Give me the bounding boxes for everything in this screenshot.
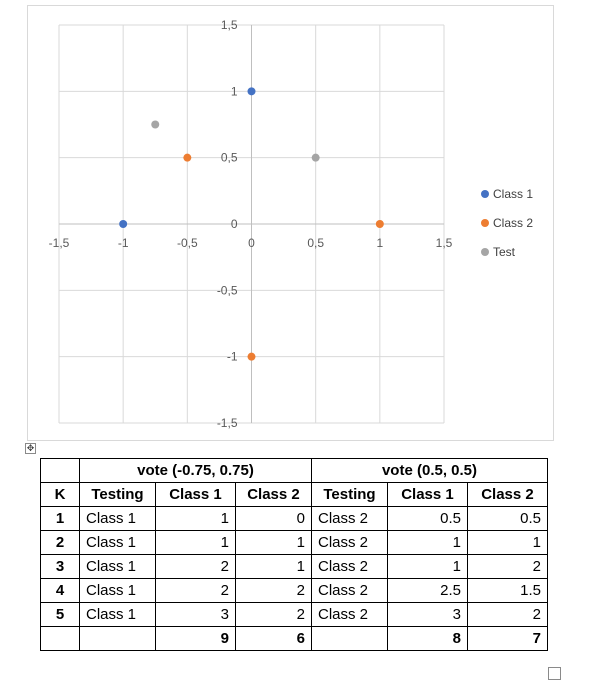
y-tick-label: 1,5 bbox=[221, 18, 238, 32]
y-tick-label: -0,5 bbox=[217, 283, 238, 297]
table-cell-empty[interactable] bbox=[40, 626, 80, 651]
x-tick-label: -0,5 bbox=[177, 236, 198, 250]
table-cell[interactable]: 0.5 bbox=[467, 506, 548, 531]
x-tick-label: 1 bbox=[376, 236, 383, 250]
legend-label: Class 2 bbox=[493, 216, 533, 230]
column-header-k[interactable]: K bbox=[40, 482, 80, 507]
legend-marker bbox=[481, 248, 489, 256]
table-cell[interactable]: Class 1 bbox=[79, 578, 156, 603]
data-point bbox=[375, 220, 384, 228]
table-cell[interactable]: 1 bbox=[155, 506, 236, 531]
table-resize-handle[interactable] bbox=[548, 667, 561, 680]
table-cell[interactable]: 1 bbox=[467, 530, 548, 555]
x-tick-label: -1 bbox=[118, 236, 129, 250]
legend-label: Class 1 bbox=[493, 187, 533, 201]
y-tick-label: 0 bbox=[231, 217, 238, 231]
table-row: 4 Class 1 2 2 Class 2 2.5 1.5 bbox=[40, 578, 548, 603]
x-tick-label: 0 bbox=[248, 236, 255, 250]
x-tick-label: -1,5 bbox=[49, 236, 70, 250]
data-point bbox=[247, 352, 256, 361]
table-cell[interactable]: Class 2 bbox=[311, 530, 388, 555]
column-header-testing-1[interactable]: Testing bbox=[79, 482, 156, 507]
table-cell-k[interactable]: 4 bbox=[40, 578, 80, 603]
table-cell[interactable]: Class 2 bbox=[311, 602, 388, 627]
y-tick-label: -1 bbox=[227, 350, 238, 364]
table-cell[interactable]: Class 2 bbox=[311, 554, 388, 579]
data-point bbox=[119, 220, 128, 228]
legend-marker bbox=[481, 190, 489, 198]
table-cell[interactable]: 2 bbox=[467, 554, 548, 579]
table-cell[interactable]: Class 2 bbox=[311, 578, 388, 603]
table-cell[interactable]: 1.5 bbox=[467, 578, 548, 603]
column-header-class2-1[interactable]: Class 2 bbox=[235, 482, 312, 507]
data-point bbox=[311, 153, 320, 162]
total-class1-test2[interactable]: 8 bbox=[387, 626, 468, 651]
y-tick-label: 0,5 bbox=[221, 151, 238, 165]
table-cell[interactable]: 1 bbox=[155, 530, 236, 555]
table-row: 5 Class 1 3 2 Class 2 3 2 bbox=[40, 602, 548, 627]
table-header-row-groups: vote (-0.75, 0.75) vote (0.5, 0.5) bbox=[40, 458, 548, 483]
table-cell-k[interactable]: 3 bbox=[40, 554, 80, 579]
table-cell[interactable]: 0 bbox=[235, 506, 312, 531]
table-cell-k[interactable]: 1 bbox=[40, 506, 80, 531]
data-point bbox=[183, 153, 192, 162]
y-tick-label: -1,5 bbox=[217, 416, 238, 430]
data-point bbox=[247, 87, 256, 96]
table-cell[interactable]: 2 bbox=[235, 602, 312, 627]
table-cell[interactable]: 1 bbox=[387, 530, 468, 555]
table-cell-empty[interactable] bbox=[79, 626, 156, 651]
total-class2-test2[interactable]: 7 bbox=[467, 626, 548, 651]
table-cell[interactable]: 2.5 bbox=[387, 578, 468, 603]
column-header-class1-1[interactable]: Class 1 bbox=[155, 482, 236, 507]
total-class1-test1[interactable]: 9 bbox=[155, 626, 236, 651]
table-move-handle-icon[interactable]: ✥ bbox=[25, 443, 36, 454]
table-header-row-columns: K Testing Class 1 Class 2 Testing Class … bbox=[40, 482, 548, 507]
table-row: 3 Class 1 2 1 Class 2 1 2 bbox=[40, 554, 548, 579]
chart-area[interactable]: -1,5 -1 -0,5 0 0,5 1 1,5 1,5 1 0,5 0 -0,5 -1 -1,5 Clas… bbox=[27, 5, 554, 441]
table-cell[interactable]: 1 bbox=[387, 554, 468, 579]
table-cell-k[interactable]: 2 bbox=[40, 530, 80, 555]
y-tick-label: 1 bbox=[231, 84, 238, 98]
table-totals-row: 9 6 8 7 bbox=[40, 626, 548, 651]
table-cell[interactable]: 2 bbox=[155, 554, 236, 579]
table-cell[interactable]: 1 bbox=[235, 530, 312, 555]
table-cell[interactable]: 1 bbox=[235, 554, 312, 579]
table-cell[interactable]: Class 1 bbox=[79, 554, 156, 579]
vote-table: vote (-0.75, 0.75) vote (0.5, 0.5) K Tes… bbox=[40, 458, 548, 651]
table-cell-empty[interactable] bbox=[311, 626, 388, 651]
total-class2-test1[interactable]: 6 bbox=[235, 626, 312, 651]
column-header-testing-2[interactable]: Testing bbox=[311, 482, 388, 507]
table-cell[interactable]: 3 bbox=[387, 602, 468, 627]
scatter-chart: -1,5 -1 -0,5 0 0,5 1 1,5 1,5 1 0,5 0 -0,5 -1 -1,5 Clas… bbox=[49, 18, 534, 430]
table-cell-empty[interactable] bbox=[40, 458, 80, 483]
table-cell[interactable]: 3 bbox=[155, 602, 236, 627]
table-cell[interactable]: 2 bbox=[235, 578, 312, 603]
group-header-test2[interactable]: vote (0.5, 0.5) bbox=[311, 458, 548, 483]
table-cell[interactable]: 2 bbox=[467, 602, 548, 627]
table-cell[interactable]: Class 1 bbox=[79, 602, 156, 627]
x-tick-label: 1,5 bbox=[436, 236, 453, 250]
group-header-test1[interactable]: vote (-0.75, 0.75) bbox=[79, 458, 312, 483]
table-cell[interactable]: Class 1 bbox=[79, 530, 156, 555]
table-cell[interactable]: 2 bbox=[155, 578, 236, 603]
column-header-class1-2[interactable]: Class 1 bbox=[387, 482, 468, 507]
legend-marker bbox=[481, 219, 489, 227]
data-point bbox=[151, 120, 160, 129]
table-cell[interactable]: 0.5 bbox=[387, 506, 468, 531]
table-cell-k[interactable]: 5 bbox=[40, 602, 80, 627]
x-tick-label: 0,5 bbox=[307, 236, 324, 250]
legend-label: Test bbox=[493, 245, 516, 259]
table-cell[interactable]: Class 1 bbox=[79, 506, 156, 531]
table-cell[interactable]: Class 2 bbox=[311, 506, 388, 531]
table-row: 1 Class 1 1 0 Class 2 0.5 0.5 bbox=[40, 506, 548, 531]
column-header-class2-2[interactable]: Class 2 bbox=[467, 482, 548, 507]
table-row: 2 Class 1 1 1 Class 2 1 1 bbox=[40, 530, 548, 555]
